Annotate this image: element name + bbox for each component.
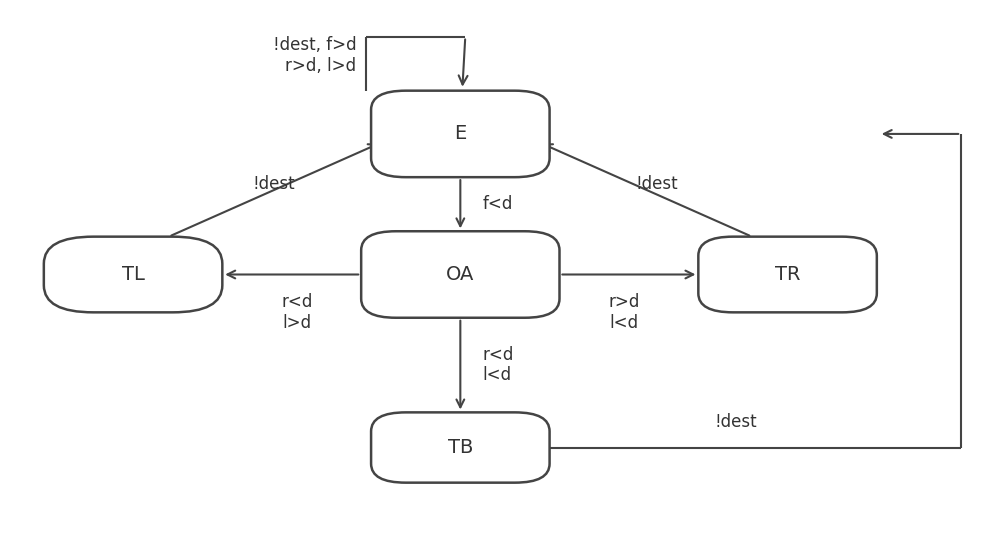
- FancyBboxPatch shape: [44, 237, 222, 312]
- FancyBboxPatch shape: [698, 237, 877, 312]
- Text: r<d
l>d: r<d l>d: [281, 293, 312, 332]
- Text: E: E: [454, 125, 466, 143]
- Text: f<d: f<d: [482, 195, 513, 213]
- Text: OA: OA: [446, 265, 475, 284]
- FancyBboxPatch shape: [371, 91, 550, 177]
- Text: TB: TB: [448, 438, 473, 457]
- Text: !dest, f>d
r>d, l>d: !dest, f>d r>d, l>d: [273, 36, 356, 75]
- Text: !dest: !dest: [714, 413, 757, 432]
- Text: r<d
l<d: r<d l<d: [482, 346, 514, 384]
- FancyBboxPatch shape: [371, 412, 550, 483]
- Text: TR: TR: [775, 265, 800, 284]
- Text: r>d
l<d: r>d l<d: [608, 293, 640, 332]
- Text: !dest: !dest: [636, 175, 679, 193]
- Text: TL: TL: [122, 265, 145, 284]
- FancyBboxPatch shape: [361, 231, 560, 318]
- Text: !dest: !dest: [252, 175, 295, 193]
